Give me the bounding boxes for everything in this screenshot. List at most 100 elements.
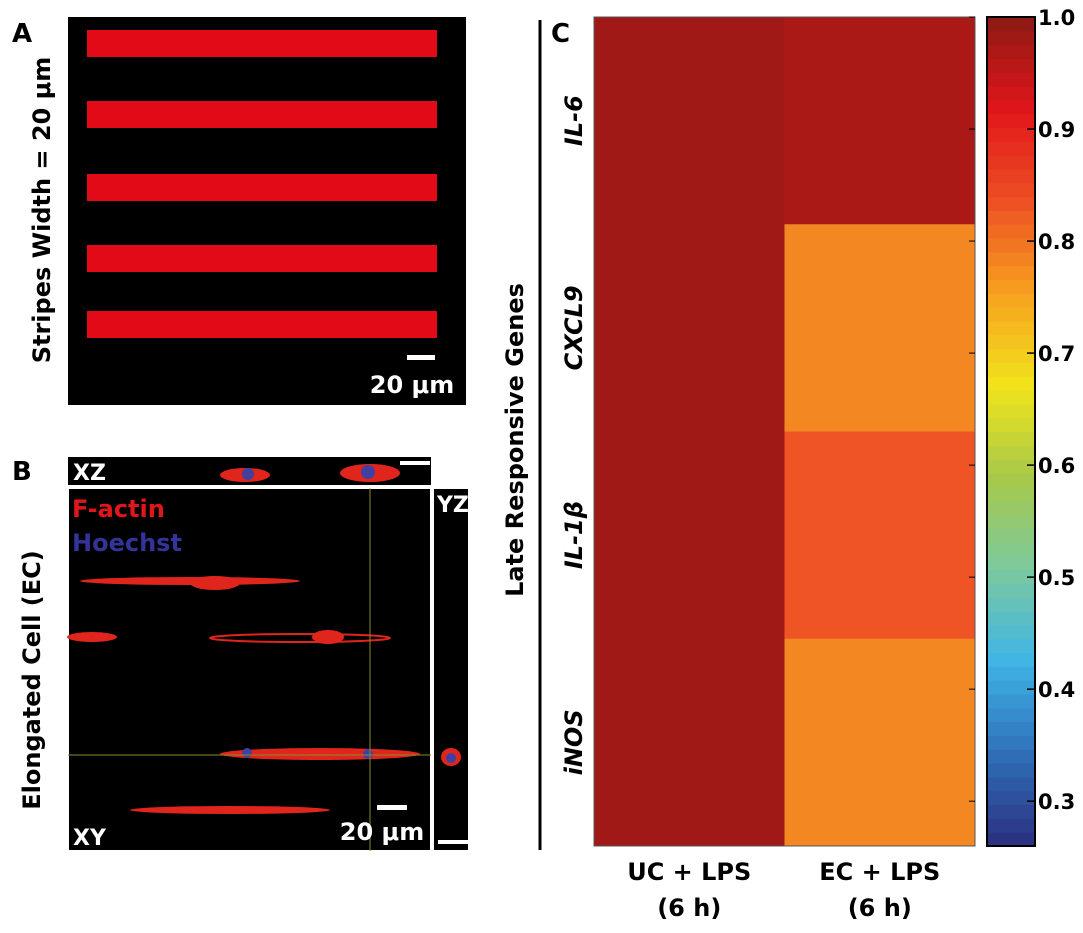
colorbar-band — [987, 722, 1035, 736]
panel-label: B — [12, 457, 32, 487]
colorbar-band — [987, 514, 1035, 528]
colorbar-band — [987, 349, 1035, 363]
panel-label: C — [551, 19, 570, 49]
row-label: CXCL9 — [560, 285, 588, 370]
colorbar-band — [987, 791, 1035, 805]
colorbar-band — [987, 459, 1035, 473]
side-label: Stripes Width = 20 μm — [28, 57, 56, 364]
legend-entry: F-actin — [72, 495, 165, 523]
figure: A Stripes Width = 20 μm 20 μm B Elongate… — [0, 0, 1083, 929]
colorbar-band — [987, 708, 1035, 722]
colorbar-band — [987, 72, 1035, 86]
colorbar-band — [987, 210, 1035, 224]
heatmap-cell — [594, 224, 785, 432]
scale-bar — [400, 461, 430, 465]
panel-label: A — [12, 19, 32, 49]
row-label: IL-1β — [560, 501, 588, 569]
column-label: (6 h) — [657, 894, 721, 922]
colorbar-band — [987, 376, 1035, 390]
scale-bar — [407, 355, 435, 360]
colorbar-tick-label: 0.9 — [1038, 118, 1075, 142]
legend-entry: Hoechst — [72, 529, 182, 557]
colorbar-band — [987, 611, 1035, 625]
colorbar-band — [987, 307, 1035, 321]
colorbar-band — [987, 321, 1035, 335]
colorbar-band — [987, 280, 1035, 294]
colorbar-band — [987, 625, 1035, 639]
colorbar-band — [987, 583, 1035, 597]
colorbar-band — [987, 832, 1035, 846]
colorbar-band — [987, 735, 1035, 749]
colorbar-band — [987, 17, 1035, 31]
colorbar-band — [987, 86, 1035, 100]
colorbar-band — [987, 362, 1035, 376]
colorbar-band — [987, 169, 1035, 183]
colorbar-band — [987, 694, 1035, 708]
colorbar-band — [987, 404, 1035, 418]
colorbar-tick-label: 0.8 — [1038, 230, 1075, 254]
colorbar-band — [987, 100, 1035, 114]
colorbar-band — [987, 542, 1035, 556]
column-label: (6 h) — [848, 894, 912, 922]
colorbar-band — [987, 390, 1035, 404]
heatmap-cell — [785, 17, 976, 225]
colorbar-tick-label: 0.4 — [1038, 678, 1075, 702]
colorbar-band — [987, 777, 1035, 791]
column-label: EC + LPS — [819, 858, 940, 886]
heatmap-cell — [785, 224, 976, 432]
colorbar-band — [987, 763, 1035, 777]
scale-label: 20 μm — [340, 818, 424, 846]
colorbar-tick-label: 0.6 — [1038, 454, 1075, 478]
colorbar-tick-label: 0.5 — [1038, 566, 1075, 590]
stripe-image — [68, 17, 466, 405]
column-label: UC + LPS — [627, 858, 751, 886]
heatmap-cell — [594, 432, 785, 640]
colorbar-tick-label: 1.0 — [1038, 6, 1075, 30]
row-label: iNOS — [560, 709, 588, 775]
scale-bar — [377, 805, 407, 810]
colorbar-band — [987, 266, 1035, 280]
colorbar-band — [987, 114, 1035, 128]
colorbar-band — [987, 238, 1035, 252]
row-label: IL-6 — [560, 95, 588, 146]
colorbar-tick-label: 0.7 — [1038, 342, 1075, 366]
heatmap-cell — [594, 639, 785, 847]
colorbar-band — [987, 252, 1035, 266]
colorbar-band — [987, 183, 1035, 197]
colorbar-band — [987, 473, 1035, 487]
heatmap-cell — [785, 639, 976, 847]
view-label: YZ — [436, 493, 469, 518]
view-label: XZ — [73, 461, 106, 486]
colorbar-band — [987, 805, 1035, 819]
side-label: Elongated Cell (EC) — [18, 550, 46, 810]
view-label: XY — [73, 826, 107, 851]
colorbar-band — [987, 487, 1035, 501]
colorbar-band — [987, 653, 1035, 667]
colorbar-band — [987, 749, 1035, 763]
colorbar-band — [987, 501, 1035, 515]
colorbar-band — [987, 556, 1035, 570]
yz-image — [433, 488, 469, 851]
colorbar-band — [987, 432, 1035, 446]
scale-bar — [438, 840, 468, 844]
y-label: Late Responsive Genes — [501, 283, 529, 597]
colorbar-band — [987, 197, 1035, 211]
colorbar-band — [987, 31, 1035, 45]
colorbar-band — [987, 418, 1035, 432]
colorbar-tick-label: 0.3 — [1038, 790, 1075, 814]
colorbar-band — [987, 335, 1035, 349]
colorbar-band — [987, 224, 1035, 238]
colorbar-band — [987, 141, 1035, 155]
heatmap-cell — [594, 17, 785, 225]
colorbar-band — [987, 293, 1035, 307]
colorbar-band — [987, 528, 1035, 542]
colorbar-band — [987, 639, 1035, 653]
colorbar-band — [987, 445, 1035, 459]
colorbar-band — [987, 680, 1035, 694]
colorbar-band — [987, 666, 1035, 680]
colorbar-band — [987, 45, 1035, 59]
colorbar-band — [987, 818, 1035, 832]
colorbar-band — [987, 58, 1035, 72]
scale-label: 20 μm — [370, 371, 454, 399]
colorbar-band — [987, 155, 1035, 169]
